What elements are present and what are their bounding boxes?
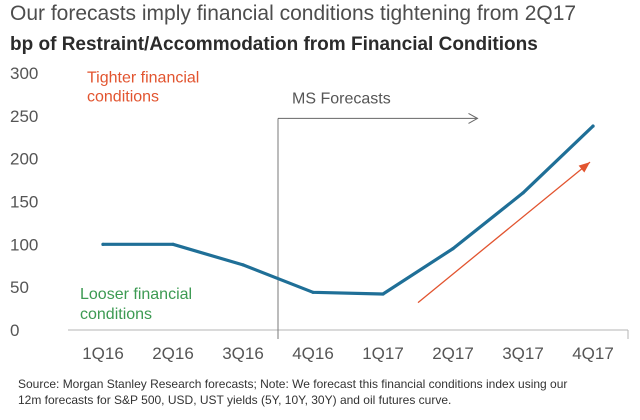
data-point: [591, 124, 595, 128]
source-note: Source: Morgan Stanley Research forecast…: [18, 376, 628, 408]
data-point: [311, 290, 315, 294]
y-axis: 0 50 100 150 200 250 300: [10, 64, 38, 340]
series-line: [101, 124, 595, 296]
x-tick-label: 3Q16: [222, 344, 264, 363]
data-point: [381, 292, 385, 296]
y-tick-label: 250: [10, 107, 38, 126]
data-point: [241, 263, 245, 267]
chart-subtitle: bp of Restraint/Accommodation from Finan…: [10, 34, 538, 55]
data-point: [521, 191, 525, 195]
y-tick-label: 300: [10, 64, 38, 83]
source-line-1: Source: Morgan Stanley Research forecast…: [18, 377, 568, 391]
forecast-arrow-head: [468, 112, 479, 124]
looser-label-2: conditions: [80, 306, 152, 323]
data-point: [171, 242, 175, 246]
data-point: [101, 242, 105, 246]
y-tick-label: 150: [10, 193, 38, 212]
x-tick-label: 2Q17: [432, 344, 474, 363]
x-tick-label: 4Q17: [572, 344, 614, 363]
source-line-2: 12m forecasts for S&P 500, USD, UST yiel…: [18, 393, 452, 407]
looser-label: Looser financial: [80, 286, 192, 303]
y-tick-label: 0: [10, 321, 19, 340]
y-tick-label: 50: [10, 278, 29, 297]
forecast-label: MS Forecasts: [292, 90, 391, 107]
x-tick-label: 2Q16: [152, 344, 194, 363]
x-axis: 1Q16 2Q16 3Q16 4Q16 1Q17 2Q17 3Q17 4Q17: [82, 344, 614, 363]
tighter-label: Tighter financial: [87, 69, 199, 86]
x-tick-label: 1Q17: [362, 344, 404, 363]
x-tick-label: 4Q16: [292, 344, 334, 363]
x-tick-label: 1Q16: [82, 344, 124, 363]
y-tick-label: 100: [10, 235, 38, 254]
x-tick-label: 3Q17: [502, 344, 544, 363]
trend-arrow: [417, 161, 591, 304]
y-tick-label: 200: [10, 150, 38, 169]
data-point: [451, 247, 455, 251]
chart-title: Our forecasts imply financial conditions…: [10, 2, 577, 25]
trend-arrow-head: [578, 162, 590, 173]
tighter-label-2: conditions: [87, 88, 159, 105]
series-layer: [101, 124, 595, 296]
